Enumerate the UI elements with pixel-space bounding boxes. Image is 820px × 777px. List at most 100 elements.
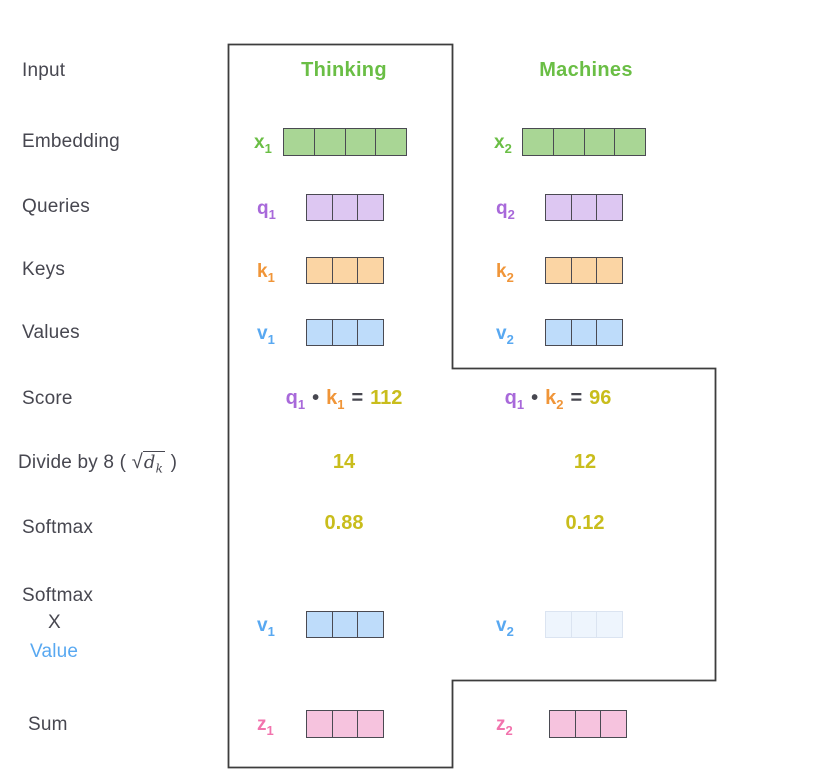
x1-vector <box>283 128 407 156</box>
row-label-score: Score <box>22 388 73 409</box>
vector-cell <box>554 129 585 155</box>
vector-cell <box>523 129 554 155</box>
v2-softmax-vector-faded <box>545 611 623 638</box>
x2-vector <box>522 128 646 156</box>
k2-label: k2 <box>496 261 514 285</box>
q2-vector <box>545 194 623 221</box>
vector-cell <box>546 195 572 220</box>
vector-cell <box>333 320 359 345</box>
vector-cell <box>597 258 622 283</box>
divide-value-machines: 12 <box>573 451 597 473</box>
vector-cell <box>572 195 598 220</box>
vector-cell <box>358 711 383 737</box>
vector-cell <box>546 320 572 345</box>
q2-label: q2 <box>496 198 515 222</box>
row-label-softmax-x-value-line3: Value <box>30 641 79 662</box>
vector-cell <box>307 612 333 637</box>
vector-cell <box>572 612 598 637</box>
x1-label: x1 <box>254 132 272 156</box>
vector-cell <box>546 258 572 283</box>
softmax-value-thinking: 0.88 <box>324 512 364 534</box>
sqrt-dk-formula: √dk <box>131 451 166 476</box>
row-label-keys: Keys <box>22 259 66 280</box>
vector-cell <box>601 711 626 737</box>
k1-vector <box>306 257 384 284</box>
divide-value-thinking: 14 <box>332 451 356 473</box>
v2-softmax-label: v2 <box>496 615 514 639</box>
row-label-softmax-x-value-line1: Softmax <box>22 585 94 606</box>
row-label-embedding: Embedding <box>22 131 120 152</box>
vector-cell <box>307 195 333 220</box>
score-thinking: q1 • k1 = 112 <box>244 387 444 412</box>
radicand-sub-k: k <box>155 461 164 476</box>
divide-prefix: Divide by 8 ( <box>18 452 127 473</box>
vector-cell <box>307 320 333 345</box>
k1-label: k1 <box>257 261 275 285</box>
softmax-value-machines: 0.12 <box>565 512 605 534</box>
column-header-thinking: Thinking <box>301 59 387 81</box>
v1-label: v1 <box>257 323 275 347</box>
vector-cell <box>597 320 622 345</box>
row-label-queries: Queries <box>22 196 90 217</box>
sqrt-symbol: √ <box>131 451 143 473</box>
v2-label: v2 <box>496 323 514 347</box>
row-label-input: Input <box>22 60 66 81</box>
v1-softmax-label: v1 <box>257 615 275 639</box>
vector-cell <box>550 711 576 737</box>
v2-vector <box>545 319 623 346</box>
vector-cell <box>333 195 359 220</box>
row-label-sum: Sum <box>28 714 68 735</box>
row-label-divide: Divide by 8 ( √dk ) <box>18 451 177 476</box>
equals-sign: = <box>570 387 583 409</box>
vector-cell <box>572 258 598 283</box>
vector-cell <box>358 195 383 220</box>
vector-cell <box>585 129 616 155</box>
vector-cell <box>284 129 315 155</box>
q1-label: q1 <box>257 198 276 222</box>
vector-cell <box>346 129 377 155</box>
dot-operator: • <box>312 387 320 409</box>
score-k2: k2 <box>545 387 564 412</box>
row-label-softmax: Softmax <box>22 517 94 538</box>
z2-label: z2 <box>496 714 513 738</box>
score-q1: q1 <box>285 387 306 412</box>
x2-label: x2 <box>494 132 512 156</box>
vector-cell <box>315 129 346 155</box>
q1-vector <box>306 194 384 221</box>
vector-cell <box>546 612 572 637</box>
score-k1: k1 <box>326 387 345 412</box>
vector-cell <box>358 320 383 345</box>
z1-label: z1 <box>257 714 274 738</box>
vector-cell <box>615 129 645 155</box>
z2-vector <box>549 710 627 738</box>
vector-cell <box>333 258 359 283</box>
vector-cell <box>572 320 598 345</box>
divide-suffix: ) <box>170 452 178 473</box>
score-q1: q1 <box>504 387 525 412</box>
column-header-machines: Machines <box>539 59 633 81</box>
vector-cell <box>358 258 383 283</box>
vector-cell <box>307 711 333 737</box>
vector-cell <box>597 195 622 220</box>
vector-cell <box>333 612 359 637</box>
dot-operator: • <box>531 387 539 409</box>
vector-cell <box>333 711 359 737</box>
vector-cell <box>376 129 406 155</box>
vector-cell <box>576 711 602 737</box>
vector-cell <box>597 612 622 637</box>
v1-vector <box>306 319 384 346</box>
vector-cell <box>358 612 383 637</box>
score-value-machines: 96 <box>589 387 612 409</box>
row-label-values: Values <box>22 322 80 343</box>
v1-softmax-vector <box>306 611 384 638</box>
row-label-softmax-x-value-line2: X <box>48 612 61 633</box>
radicand-d: d <box>143 452 156 473</box>
vector-cell <box>307 258 333 283</box>
k2-vector <box>545 257 623 284</box>
equals-sign: = <box>351 387 364 409</box>
z1-vector <box>306 710 384 738</box>
score-value-thinking: 112 <box>370 387 403 409</box>
score-machines: q1 • k2 = 96 <box>458 387 658 412</box>
